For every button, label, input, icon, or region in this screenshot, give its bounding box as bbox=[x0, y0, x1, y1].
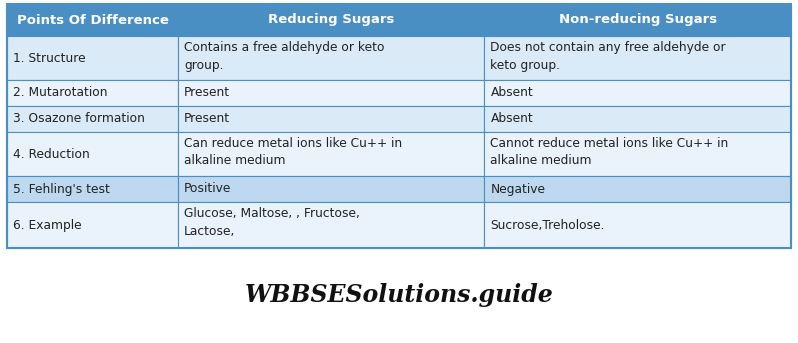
Bar bbox=[7, 4, 791, 248]
Bar bbox=[7, 4, 178, 36]
Text: WBBSESolutions.guide: WBBSESolutions.guide bbox=[245, 283, 553, 307]
Bar bbox=[178, 106, 484, 132]
Bar bbox=[484, 202, 791, 248]
Bar bbox=[7, 36, 178, 80]
Text: 4. Reduction: 4. Reduction bbox=[13, 147, 89, 161]
Text: 2. Mutarotation: 2. Mutarotation bbox=[13, 86, 108, 99]
Bar bbox=[7, 80, 178, 106]
Text: Negative: Negative bbox=[491, 182, 546, 196]
Text: Absent: Absent bbox=[491, 113, 533, 126]
Bar bbox=[484, 132, 791, 176]
Bar bbox=[7, 132, 178, 176]
Text: Sucrose,Treholose.: Sucrose,Treholose. bbox=[491, 218, 605, 232]
Text: Contains a free aldehyde or keto
group.: Contains a free aldehyde or keto group. bbox=[184, 41, 385, 71]
Text: 3. Osazone formation: 3. Osazone formation bbox=[13, 113, 145, 126]
Text: 6. Example: 6. Example bbox=[13, 218, 81, 232]
Text: 5. Fehling's test: 5. Fehling's test bbox=[13, 182, 110, 196]
Text: Cannot reduce metal ions like Cu++ in
alkaline medium: Cannot reduce metal ions like Cu++ in al… bbox=[491, 137, 729, 167]
Bar bbox=[7, 106, 178, 132]
Bar bbox=[484, 80, 791, 106]
Bar bbox=[178, 202, 484, 248]
Text: Absent: Absent bbox=[491, 86, 533, 99]
Text: Reducing Sugars: Reducing Sugars bbox=[268, 13, 394, 26]
Bar bbox=[484, 106, 791, 132]
Text: Glucose, Maltose, , Fructose,
Lactose,: Glucose, Maltose, , Fructose, Lactose, bbox=[184, 207, 360, 237]
Bar bbox=[178, 80, 484, 106]
Text: Can reduce metal ions like Cu++ in
alkaline medium: Can reduce metal ions like Cu++ in alkal… bbox=[184, 137, 402, 167]
Text: Non-reducing Sugars: Non-reducing Sugars bbox=[559, 13, 717, 26]
Bar bbox=[178, 176, 484, 202]
Bar bbox=[7, 202, 178, 248]
Text: Present: Present bbox=[184, 86, 230, 99]
Bar bbox=[484, 4, 791, 36]
Bar bbox=[178, 36, 484, 80]
Text: Does not contain any free aldehyde or
keto group.: Does not contain any free aldehyde or ke… bbox=[491, 41, 726, 71]
Bar bbox=[7, 176, 178, 202]
Text: Points Of Difference: Points Of Difference bbox=[17, 13, 168, 26]
Text: Present: Present bbox=[184, 113, 230, 126]
Text: Positive: Positive bbox=[184, 182, 231, 196]
Bar bbox=[178, 132, 484, 176]
Bar bbox=[484, 36, 791, 80]
Bar bbox=[178, 4, 484, 36]
Bar bbox=[484, 176, 791, 202]
Text: 1. Structure: 1. Structure bbox=[13, 51, 85, 64]
